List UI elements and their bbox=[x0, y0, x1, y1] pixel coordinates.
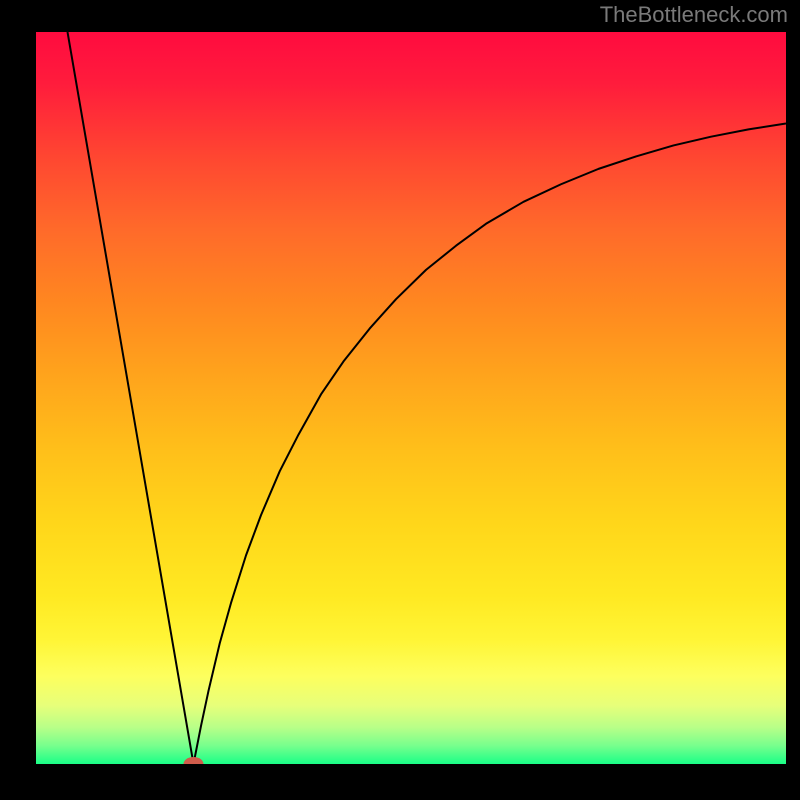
figure-container: TheBottleneck.com bbox=[0, 0, 800, 800]
watermark-text: TheBottleneck.com bbox=[600, 2, 788, 28]
plot-background bbox=[36, 32, 786, 764]
plot-area bbox=[36, 32, 786, 764]
